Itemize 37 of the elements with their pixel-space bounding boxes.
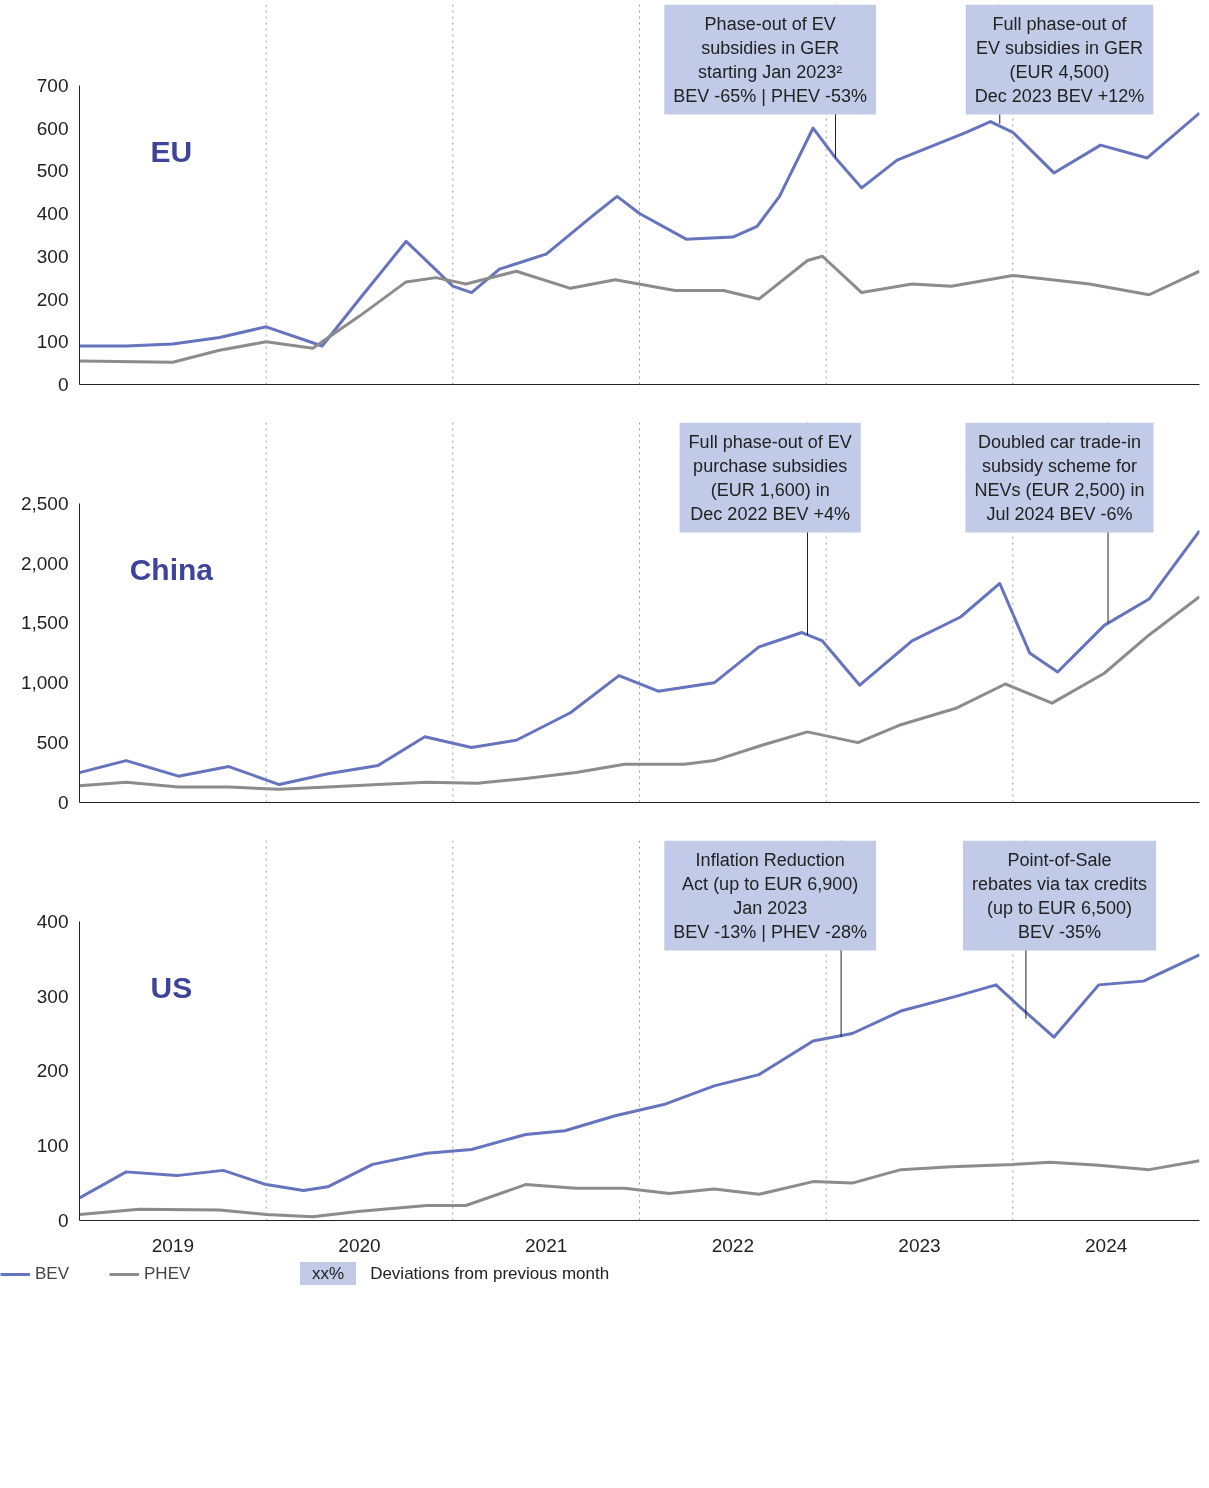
annotation: Inflation Reduction Act (up to EUR 6,900) Jan 2023 BEV -13% | PHEV -28%	[673, 849, 868, 942]
x-tick-label: 2022	[711, 1234, 754, 1256]
annotation: Full phase-out of EV purchase subsidies (EUR 1,600) in Dec 2022 BEV +4%	[688, 431, 852, 524]
y-tick-label: 600	[36, 117, 69, 139]
y-tick-label: 400	[36, 910, 69, 932]
y-tick-label: 1,000	[20, 672, 69, 694]
text: EU	[150, 134, 193, 168]
annotation: Point-of-Sale rebates via tax credits (up to EUR 6,500) BEV -35%	[971, 849, 1148, 942]
y-tick-label: 300	[36, 245, 69, 267]
y-tick-label: 2,000	[20, 552, 69, 574]
x-tick-label: 2024	[1085, 1234, 1128, 1256]
y-tick-label: 0	[57, 1210, 69, 1231]
y-tick-label: 500	[36, 732, 69, 754]
annotation: Doubled car trade-in subsidy scheme for NEVs (EUR 2,500) in Jul 2024 BEV -6%	[974, 431, 1145, 524]
legend-label: BEV	[35, 1264, 70, 1284]
y-tick-label: 1,500	[20, 612, 69, 634]
y-tick-label: 200	[36, 1060, 69, 1082]
x-tick-label: 2021	[525, 1234, 568, 1256]
y-tick-label: 500	[36, 160, 69, 182]
text: China	[129, 552, 214, 586]
y-tick-label: 0	[57, 374, 69, 395]
text: xx%	[300, 1262, 357, 1285]
y-tick-label: 400	[36, 203, 69, 225]
y-tick-label: 200	[36, 288, 69, 310]
legend-label: PHEV	[144, 1264, 191, 1284]
x-tick-label: 2023	[898, 1234, 941, 1256]
y-tick-label: 2,500	[20, 492, 69, 514]
y-tick-label: 700	[36, 74, 69, 96]
y-tick-label: 0	[57, 792, 69, 813]
x-tick-label: 2020	[338, 1234, 381, 1256]
y-tick-label: 100	[36, 331, 69, 353]
x-tick-label: 2019	[151, 1234, 194, 1256]
annotation: Phase-out of EV subsidies in GER starting Jan 2023² BEV -65% | PHEV -53%	[673, 13, 868, 106]
y-tick-label: 300	[36, 985, 69, 1007]
y-tick-label: 100	[36, 1135, 69, 1157]
text: Deviations from previous month	[370, 1264, 610, 1283]
text: US	[150, 970, 193, 1004]
